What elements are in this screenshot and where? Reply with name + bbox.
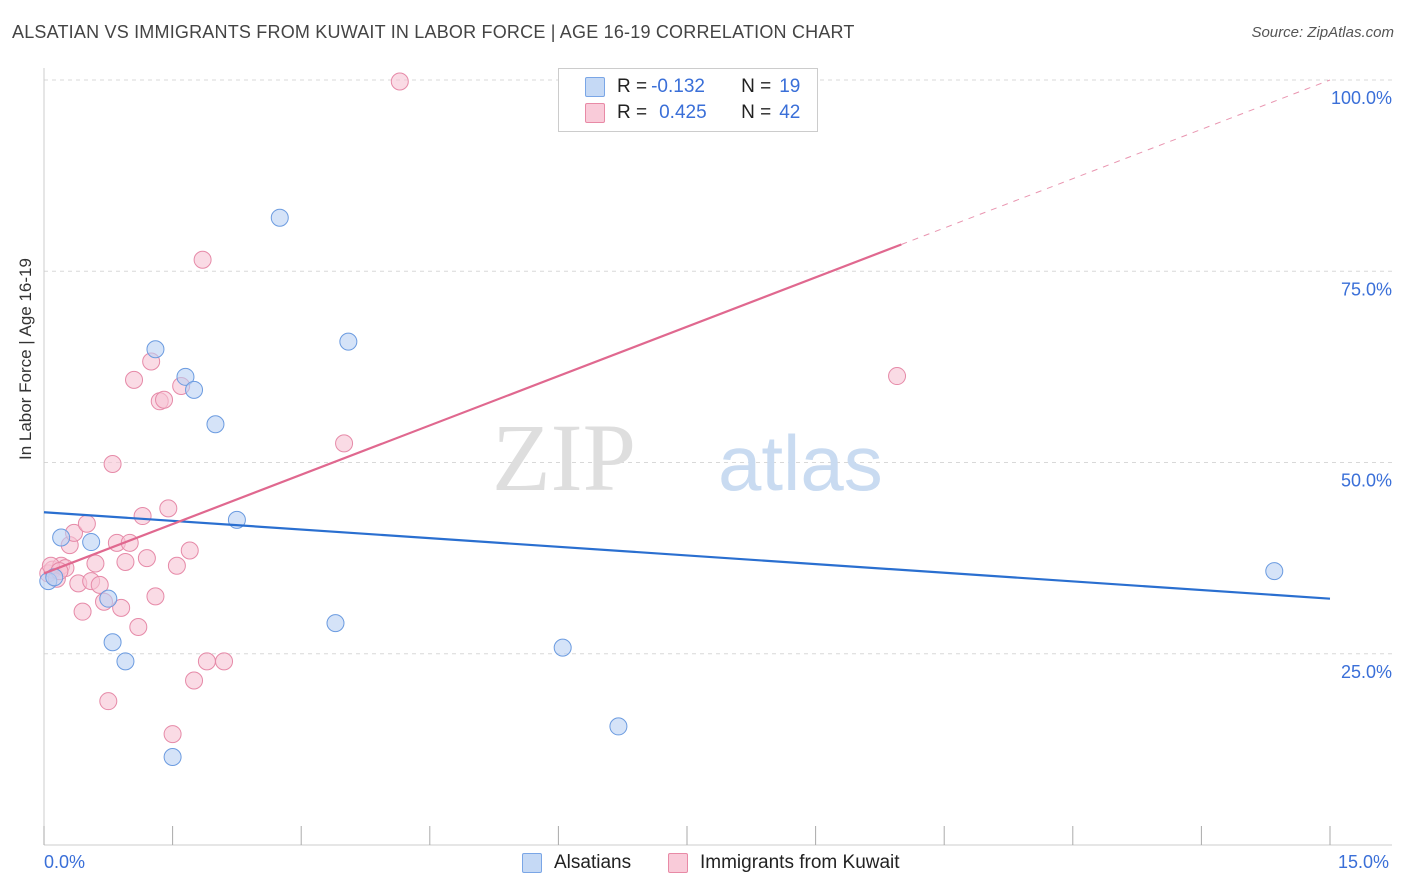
alsatian-point [99, 589, 118, 608]
kuwait-point [86, 554, 105, 573]
kuwait-point [137, 549, 156, 568]
stats-n-label: N = [741, 102, 772, 123]
alsatian-point [609, 717, 628, 736]
watermark-atlas: atlas [718, 419, 883, 507]
kuwait-point [125, 370, 144, 389]
legend-item-alsatians[interactable]: Alsatians [522, 852, 631, 874]
y-tick-label: 100.0% [1331, 88, 1392, 108]
alsatian-point [339, 332, 358, 351]
kuwait-point [197, 652, 216, 671]
stats-swatch-kuwait [585, 103, 605, 123]
legend-swatch-kuwait [668, 853, 688, 873]
stats-n-value: 19 [779, 76, 801, 97]
legend-label-kuwait: Immigrants from Kuwait [700, 852, 900, 873]
chart-source: Source: ZipAtlas.com [1251, 24, 1394, 41]
series-legend: Alsatians Immigrants from Kuwait [0, 852, 1406, 878]
kuwait-point [193, 250, 212, 269]
alsatian-point [116, 652, 135, 671]
y-tick-label: 50.0% [1341, 471, 1392, 491]
grid-lines [44, 79, 1392, 655]
watermark-zip: ZIP [492, 404, 636, 511]
kuwait-point [146, 587, 165, 606]
y-tick-labels: 25.0% 50.0% 75.0% 100.0% [1331, 88, 1392, 682]
y-tick-label: 25.0% [1341, 662, 1392, 682]
alsatian-point [185, 380, 204, 399]
kuwait-point [99, 692, 118, 711]
alsatian-point [176, 367, 195, 386]
stats-row-alsatian: R = -0.132 N = 19 [585, 75, 800, 99]
kuwait-point [77, 514, 96, 533]
kuwait-point [90, 575, 109, 594]
alsatian-point [52, 528, 71, 547]
alsatian-trend-line [43, 511, 1331, 600]
chart-title: ALSATIAN VS IMMIGRANTS FROM KUWAIT IN LA… [12, 22, 855, 42]
alsatian-point [103, 633, 122, 652]
stats-r-label: R = [617, 102, 648, 123]
kuwait-point [185, 671, 204, 690]
stats-legend: R = -0.132 N = 19 R = 0.425 N = 42 [558, 68, 818, 132]
kuwait-point [112, 598, 131, 617]
x-tick-label-min: 0.0% [44, 852, 86, 872]
kuwait-point [159, 499, 178, 518]
legend-label-alsatians: Alsatians [554, 852, 632, 873]
alsatian-point [82, 533, 101, 552]
alsatian-point [553, 638, 572, 657]
alsatian-point [206, 415, 225, 434]
kuwait-point [129, 617, 148, 636]
alsatian-point [146, 340, 165, 359]
kuwait-trend-extension [901, 79, 1331, 245]
x-tick-label-max: 15.0% [1338, 852, 1390, 872]
kuwait-point [133, 507, 152, 526]
stats-swatch-alsatian [585, 77, 605, 97]
watermark: ZIP atlas [492, 404, 883, 511]
alsatian-point [163, 748, 182, 767]
stats-n-value: 42 [779, 102, 801, 123]
legend-swatch-alsatians [522, 853, 542, 873]
kuwait-point [215, 652, 234, 671]
axes [43, 68, 1392, 846]
kuwait-point [116, 552, 135, 571]
alsatian-point [326, 614, 345, 633]
y-axis-label: In Labor Force | Age 16-19 [16, 258, 35, 460]
kuwait-point [163, 725, 182, 744]
kuwait-point [73, 602, 92, 621]
kuwait-point [167, 556, 186, 575]
stats-r-label: R = [617, 76, 648, 97]
legend-item-kuwait[interactable]: Immigrants from Kuwait [668, 852, 900, 874]
trend-lines [43, 79, 1331, 600]
alsatian-point [1265, 562, 1284, 581]
kuwait-point [390, 72, 409, 91]
kuwait-trend-line [43, 243, 902, 575]
stats-r-value: -0.132 [651, 76, 705, 97]
y-tick-label: 75.0% [1341, 279, 1392, 299]
alsatian-point [270, 208, 289, 227]
stats-row-kuwait: R = 0.425 N = 42 [585, 101, 800, 125]
kuwait-point [335, 434, 354, 453]
kuwait-point [155, 390, 174, 409]
stats-n-label: N = [741, 76, 772, 97]
kuwait-point [180, 541, 199, 560]
stats-r-value: 0.425 [659, 102, 707, 123]
kuwait-point [103, 455, 122, 474]
kuwait-point [888, 367, 907, 386]
series-alsatian-points [39, 208, 1284, 767]
